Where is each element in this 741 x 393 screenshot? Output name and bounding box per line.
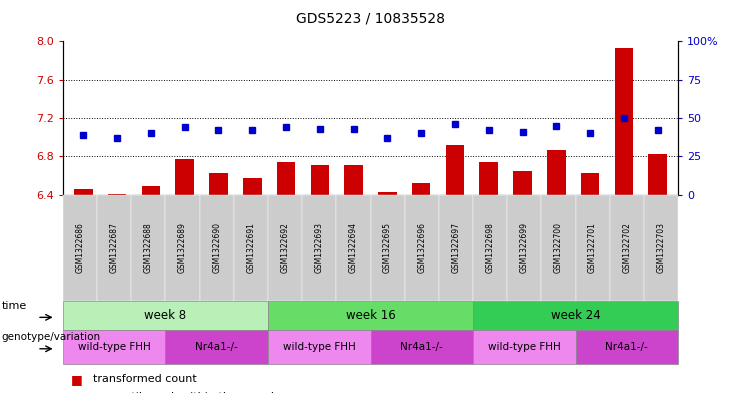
Bar	[581, 173, 599, 195]
Text: wild-type FHH: wild-type FHH	[488, 342, 561, 352]
Bar	[107, 194, 127, 195]
Text: Nr4a1-/-: Nr4a1-/-	[400, 342, 443, 352]
Text: GSM1322691: GSM1322691	[247, 222, 256, 273]
Bar	[310, 165, 329, 195]
Bar	[243, 178, 262, 195]
Text: GSM1322693: GSM1322693	[315, 222, 324, 273]
Bar	[445, 145, 465, 195]
Text: ■: ■	[70, 390, 82, 393]
Text: GSM1322687: GSM1322687	[110, 222, 119, 273]
Text: wild-type FHH: wild-type FHH	[78, 342, 150, 352]
Text: Nr4a1-/-: Nr4a1-/-	[605, 342, 648, 352]
Text: GSM1322697: GSM1322697	[451, 222, 460, 273]
Text: GSM1322690: GSM1322690	[212, 222, 222, 273]
Text: GSM1322686: GSM1322686	[76, 222, 84, 273]
Text: GDS5223 / 10835528: GDS5223 / 10835528	[296, 12, 445, 26]
Text: Nr4a1-/-: Nr4a1-/-	[196, 342, 238, 352]
Text: GSM1322700: GSM1322700	[554, 222, 563, 273]
Text: percentile rank within the sample: percentile rank within the sample	[93, 392, 281, 393]
Text: week 24: week 24	[551, 309, 600, 322]
Bar	[74, 189, 93, 195]
Text: GSM1322695: GSM1322695	[383, 222, 392, 273]
Bar	[412, 183, 431, 195]
Text: GSM1322689: GSM1322689	[178, 222, 187, 273]
Text: time: time	[1, 301, 27, 310]
Text: week 16: week 16	[345, 309, 396, 322]
Bar	[209, 173, 227, 195]
Text: wild-type FHH: wild-type FHH	[283, 342, 356, 352]
Text: transformed count: transformed count	[93, 374, 196, 384]
Text: genotype/variation: genotype/variation	[1, 332, 101, 342]
Bar	[479, 162, 498, 195]
Bar	[547, 149, 565, 195]
Bar	[514, 171, 532, 195]
Text: GSM1322699: GSM1322699	[519, 222, 529, 273]
Text: GSM1322703: GSM1322703	[657, 222, 665, 273]
Text: GSM1322701: GSM1322701	[588, 222, 597, 273]
Text: GSM1322692: GSM1322692	[281, 222, 290, 273]
Bar	[142, 186, 160, 195]
Text: GSM1322688: GSM1322688	[144, 222, 153, 273]
Text: GSM1322694: GSM1322694	[349, 222, 358, 273]
Bar	[648, 154, 667, 195]
Bar	[176, 159, 194, 195]
Text: GSM1322696: GSM1322696	[417, 222, 426, 273]
Text: week 8: week 8	[144, 309, 187, 322]
Bar	[276, 162, 296, 195]
Bar	[378, 192, 396, 195]
Text: GSM1322698: GSM1322698	[485, 222, 494, 273]
Bar	[345, 165, 363, 195]
Text: ■: ■	[70, 373, 82, 386]
Text: GSM1322702: GSM1322702	[622, 222, 631, 273]
Bar	[614, 48, 634, 195]
